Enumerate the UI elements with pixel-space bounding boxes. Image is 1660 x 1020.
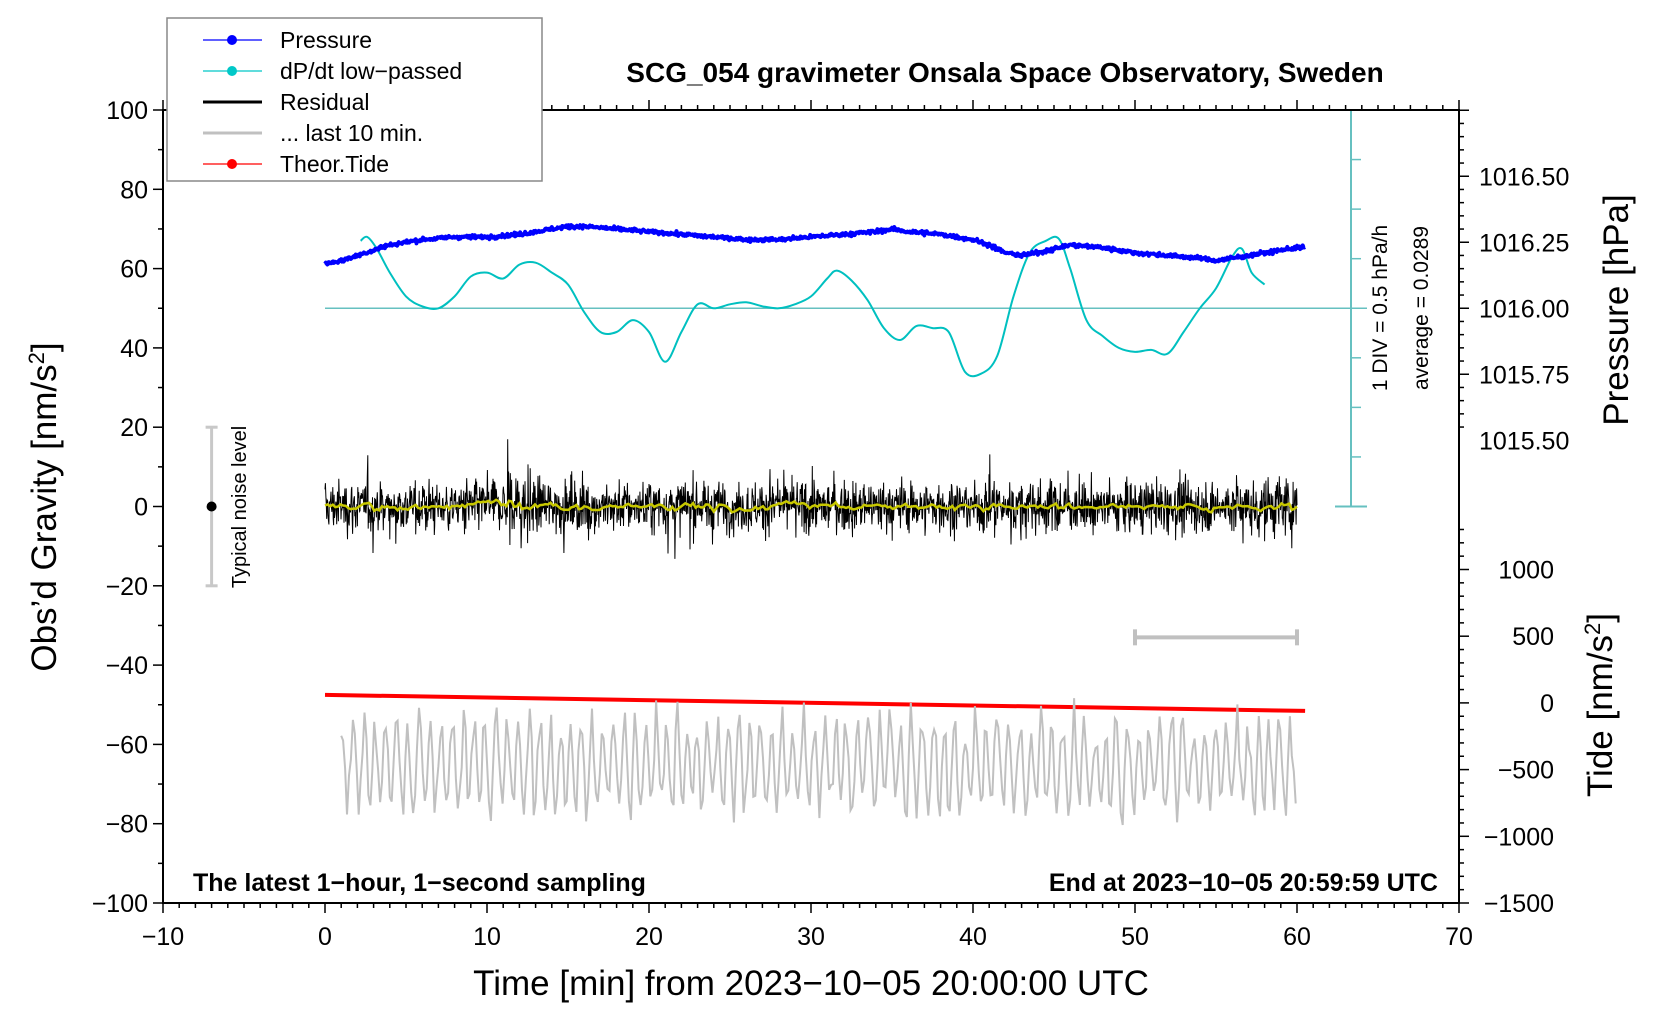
x-tick-label: 40	[959, 923, 987, 951]
y-tick-left-label: 60	[120, 256, 148, 284]
y-axis-left-label: Obs’d Gravity [nm/s2]	[24, 342, 65, 671]
sampling-annotation: The latest 1−hour, 1−second sampling	[193, 869, 646, 897]
x-tick-label: 0	[318, 923, 332, 951]
y-tick-tide-label: −1000	[1484, 823, 1554, 851]
y-axis-left: 100 80 60 40 20 0 −20 −40 −60 −80 −100	[92, 97, 163, 918]
x-tick-label: 60	[1283, 923, 1311, 951]
y-tick-left-label: −40	[106, 652, 148, 680]
y-axis-tide-label-sup: 2	[1580, 623, 1605, 635]
x-tick-label: 70	[1445, 923, 1473, 951]
residual-line	[324, 439, 1298, 559]
y-axis-left-label-end: ]	[25, 342, 64, 352]
y-axis-tide: 1000 500 0 −500 −1000 −1500	[1459, 528, 1554, 918]
y-tick-left-label: −100	[92, 890, 148, 918]
y-tick-pressure-label: 1016.00	[1479, 295, 1569, 323]
y-axis-tide-label: Tide [nm/s2]	[1580, 613, 1621, 797]
chart-title: SCG_054 gravimeter Onsala Space Observat…	[626, 57, 1383, 88]
legend-marker	[227, 66, 237, 76]
y-tick-tide-label: 0	[1540, 690, 1554, 718]
legend-label: dP/dt low−passed	[280, 58, 462, 84]
y-tick-left-label: −20	[106, 573, 148, 601]
y-tick-tide-label: 500	[1512, 623, 1554, 651]
legend-marker	[227, 159, 237, 169]
dpdt-average-label: average = 0.0289	[1410, 226, 1433, 390]
legend-box	[166, 17, 543, 182]
x-tick-label: 10	[473, 923, 501, 951]
y-tick-left-label: −80	[106, 811, 148, 839]
legend-marker	[227, 35, 237, 45]
x-tick-label: 20	[635, 923, 663, 951]
last-10-min-line	[340, 698, 1297, 826]
y-tick-left-label: −60	[106, 731, 148, 759]
y-axis-tide-label-main: Tide [nm/s	[1581, 635, 1620, 797]
legend: Pressure dP/dt low−passed Residual ... last…	[166, 17, 543, 182]
y-tick-pressure-label: 1015.75	[1479, 361, 1569, 389]
dpdt-scale-label: 1 DIV = 0.5 hPa/h	[1369, 225, 1392, 391]
y-axis-left-label-sup: 2	[24, 352, 49, 364]
plot-area	[205, 109, 1367, 826]
x-axis-label: Time [min] from 2023−10−05 20:00:00 UTC	[473, 964, 1149, 1003]
y-tick-left-label: 20	[120, 414, 148, 442]
legend-label: ... last 10 min.	[280, 120, 423, 146]
y-axis-left-label-main: Obs’d Gravity [nm/s	[25, 364, 64, 671]
y-tick-tide-label: −1500	[1484, 890, 1554, 918]
legend-label: Residual	[280, 89, 370, 115]
noise-level-label: Typical noise level	[229, 426, 251, 588]
y-axis-pressure: 1016.50 1016.25 1016.00 1015.75 1015.50	[1459, 109, 1569, 455]
legend-label: Theor.Tide	[280, 151, 389, 177]
y-tick-left-label: 0	[134, 494, 148, 522]
y-tick-tide-label: −500	[1498, 757, 1554, 785]
y-axis-pressure-label: Pressure [hPa]	[1597, 194, 1636, 426]
tide-line	[324, 692, 1306, 713]
y-tick-tide-label: 1000	[1498, 557, 1554, 585]
legend-label: Pressure	[280, 27, 372, 53]
pressure-line	[323, 223, 1307, 267]
x-tick-label: 30	[797, 923, 825, 951]
dpdt-line	[359, 235, 1266, 378]
x-axis: −10 0 10 20 30 40 50 60 70	[142, 100, 1473, 951]
end-time-annotation: End at 2023−10−05 20:59:59 UTC	[1049, 869, 1438, 897]
y-tick-left-label: 100	[106, 97, 148, 125]
y-tick-pressure-label: 1015.50	[1479, 427, 1569, 455]
y-axis-tide-label-end: ]	[1581, 613, 1620, 623]
x-tick-label: 50	[1121, 923, 1149, 951]
y-tick-left-label: 80	[120, 176, 148, 204]
y-tick-pressure-label: 1016.50	[1479, 163, 1569, 191]
y-tick-left-label: 40	[120, 335, 148, 363]
x-tick-label: −10	[142, 923, 184, 951]
noise-level-dot	[206, 501, 217, 512]
residual-smoothed-line	[324, 498, 1298, 514]
y-tick-pressure-label: 1016.25	[1479, 229, 1569, 257]
